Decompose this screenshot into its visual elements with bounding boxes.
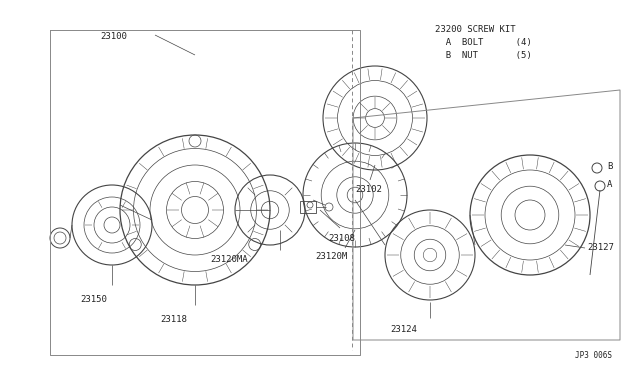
Text: 23120MA: 23120MA — [210, 255, 248, 264]
Text: 23127: 23127 — [587, 244, 614, 253]
Text: 23100: 23100 — [100, 32, 127, 41]
Text: B: B — [607, 162, 612, 171]
Text: 23200 SCREW KIT: 23200 SCREW KIT — [435, 25, 516, 34]
Text: A: A — [607, 180, 612, 189]
Text: JP3 006S: JP3 006S — [575, 351, 612, 360]
Text: B  NUT       (5): B NUT (5) — [435, 51, 532, 60]
Text: A  BOLT      (4): A BOLT (4) — [435, 38, 532, 47]
Text: 23124: 23124 — [390, 325, 417, 334]
Text: 23150: 23150 — [80, 295, 107, 304]
Text: 23120M: 23120M — [315, 252, 348, 261]
Text: 23108: 23108 — [328, 234, 355, 243]
Text: 23118: 23118 — [160, 315, 187, 324]
Text: 23102: 23102 — [355, 185, 382, 194]
